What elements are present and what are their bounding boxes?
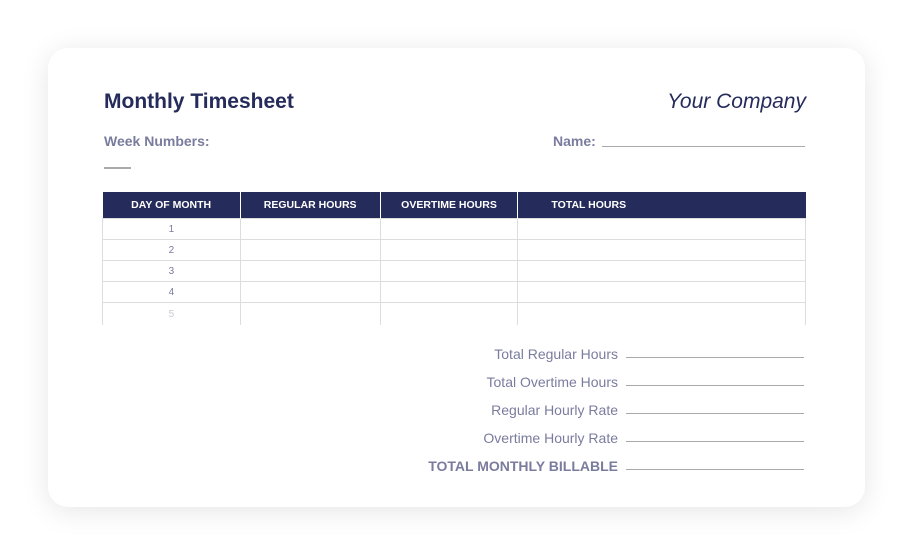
week-numbers-field[interactable] [104,167,131,169]
hours-cell[interactable] [239,218,381,240]
name-label: Name: [553,133,596,149]
column-header: TOTAL HOURS [517,192,806,219]
hours-cell[interactable] [239,260,381,282]
name-field[interactable] [602,146,805,147]
hours-cell[interactable] [379,218,519,240]
day-cell: 4 [102,281,241,303]
hours-cell[interactable] [379,302,519,325]
summary-field[interactable] [626,441,804,442]
hours-cell[interactable] [517,302,806,325]
table-row: 2 [102,239,806,261]
column-header: DAY OF MONTH [102,192,241,219]
table-row: 5 [102,302,806,325]
timesheet-table: DAY OF MONTH REGULAR HOURS OVERTIME HOUR… [102,192,806,325]
day-cell: 3 [102,260,241,282]
page-title: Monthly Timesheet [104,90,294,113]
table-row: 1 [102,218,806,240]
summary-label: Overtime Hourly Rate [483,430,618,446]
hours-cell[interactable] [379,260,519,282]
summary-field[interactable] [626,469,804,470]
hours-cell[interactable] [517,260,806,282]
summary-field[interactable] [626,385,804,386]
hours-cell[interactable] [379,239,519,261]
table-row: 3 [102,260,806,282]
summary-label: TOTAL MONTHLY BILLABLE [428,458,618,474]
table-row: 4 [102,281,806,303]
summary-label: Total Overtime Hours [486,374,618,390]
column-header: REGULAR HOURS [239,192,381,219]
day-cell: 1 [102,218,241,240]
hours-cell[interactable] [517,218,806,240]
day-cell: 5 [102,302,241,325]
hours-cell[interactable] [517,281,806,303]
summary-label: Total Regular Hours [494,346,618,362]
company-name: Your Company [667,90,806,113]
hours-cell[interactable] [239,239,381,261]
hours-cell[interactable] [379,281,519,303]
summary-field[interactable] [626,413,804,414]
column-header: OVERTIME HOURS [379,192,518,219]
summary-field[interactable] [626,357,804,358]
week-numbers-label: Week Numbers: [104,133,210,149]
hours-cell[interactable] [239,302,381,325]
summary-label: Regular Hourly Rate [491,402,618,418]
hours-cell[interactable] [517,239,806,261]
hours-cell[interactable] [239,281,381,303]
day-cell: 2 [102,239,241,261]
